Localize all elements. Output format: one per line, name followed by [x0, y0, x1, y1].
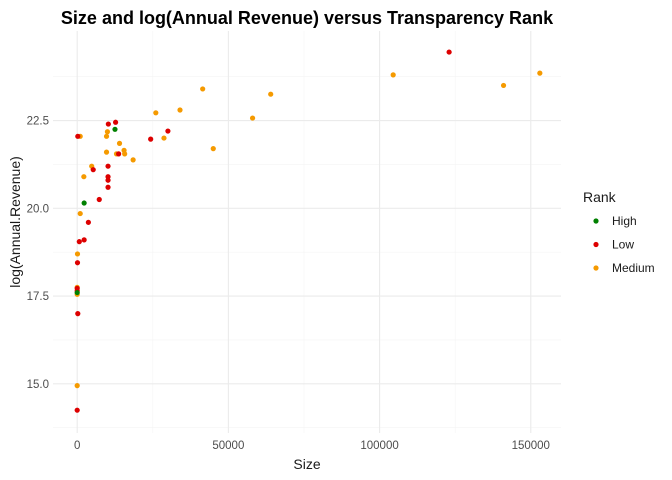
- y-tick-label: 22.5: [27, 116, 49, 128]
- data-point-low: [90, 167, 96, 173]
- data-point-low: [105, 184, 111, 190]
- data-point-low: [76, 239, 82, 245]
- legend-label-high: High: [612, 214, 637, 228]
- data-point-medium: [122, 151, 128, 157]
- legend-key-high: [593, 218, 599, 224]
- chart-title: Size and log(Annual Revenue) versus Tran…: [61, 8, 554, 28]
- legend-label-medium: Medium: [612, 261, 655, 275]
- data-point-low: [148, 136, 154, 142]
- x-axis-title: Size: [293, 456, 320, 472]
- x-tick-label: 50000: [212, 440, 244, 452]
- data-point-low: [105, 163, 111, 169]
- data-point-medium: [116, 140, 123, 146]
- legend-entries: High Low Medium: [593, 214, 655, 275]
- data-point-low: [165, 128, 171, 134]
- data-point-medium: [249, 115, 256, 121]
- y-axis-ticks: 15.0 17.5 20.0 22.5: [27, 116, 49, 391]
- data-point-medium: [161, 135, 167, 141]
- data-point-low: [112, 119, 119, 125]
- data-point-medium: [130, 157, 136, 163]
- y-tick-label: 15.0: [27, 379, 49, 391]
- data-point-medium: [210, 146, 216, 152]
- x-tick-label: 150000: [512, 440, 550, 452]
- data-point-medium: [74, 251, 81, 257]
- data-point-high: [81, 200, 87, 206]
- data-point-low: [75, 311, 81, 317]
- data-point-medium: [153, 110, 159, 116]
- x-axis-ticks: 0 50000 100000 150000: [74, 440, 550, 452]
- data-point-low: [85, 219, 91, 225]
- legend-label-low: Low: [612, 238, 634, 252]
- data-point-low: [105, 177, 111, 183]
- data-point-medium: [200, 86, 206, 92]
- data-points: [74, 49, 543, 413]
- legend-key-low: [593, 241, 599, 248]
- legend: Rank High Low Medium: [583, 189, 655, 275]
- data-point-low: [81, 237, 87, 243]
- data-point-medium: [103, 149, 110, 155]
- data-point-medium: [537, 70, 543, 76]
- data-point-medium: [104, 129, 111, 135]
- data-point-high: [74, 289, 80, 296]
- data-point-medium: [81, 174, 87, 180]
- legend-key-medium: [593, 265, 599, 271]
- data-point-high: [112, 126, 118, 132]
- data-point-low: [446, 49, 452, 55]
- data-point-low: [74, 407, 80, 413]
- data-point-low: [75, 133, 81, 139]
- data-point-low: [96, 196, 102, 203]
- data-point-medium: [390, 72, 396, 78]
- y-tick-label: 17.5: [27, 291, 49, 303]
- y-tick-label: 20.0: [27, 203, 49, 215]
- data-point-medium: [268, 91, 274, 97]
- data-point-low: [74, 260, 81, 266]
- legend-title: Rank: [583, 189, 617, 205]
- data-point-medium: [77, 210, 83, 217]
- data-point-medium: [103, 133, 110, 139]
- data-point-medium: [500, 82, 507, 89]
- data-point-low: [105, 121, 111, 127]
- data-point-medium: [177, 107, 183, 113]
- x-tick-label: 100000: [360, 440, 398, 452]
- data-point-medium: [74, 383, 80, 389]
- y-axis-title: log(Annual.Revenue): [7, 156, 23, 288]
- data-point-low: [116, 151, 122, 157]
- x-tick-label: 0: [74, 440, 80, 452]
- grid: [53, 31, 561, 433]
